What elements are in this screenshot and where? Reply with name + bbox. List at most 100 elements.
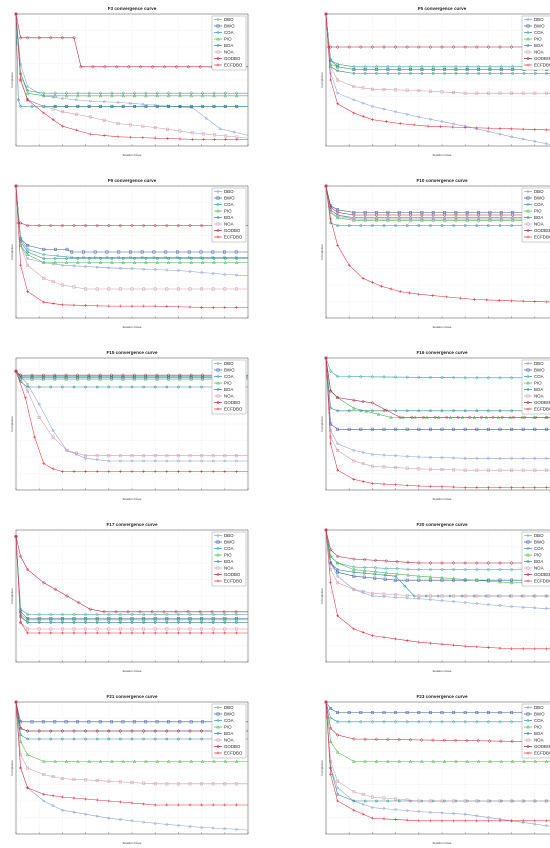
series-point (533, 594, 537, 598)
series-point (61, 621, 64, 624)
series-point (188, 287, 192, 291)
series-point (64, 93, 69, 98)
series-point (412, 123, 416, 127)
series-point (352, 449, 356, 452)
series-point (442, 213, 447, 217)
series-point (37, 415, 41, 419)
series-point (166, 373, 171, 378)
series-point (405, 809, 409, 812)
legend-label: COA (224, 202, 234, 207)
series-point (440, 567, 444, 572)
series-point (107, 266, 111, 270)
legend-marker (526, 190, 530, 193)
series-point (382, 224, 386, 227)
series-point (463, 812, 467, 816)
series-point (371, 224, 374, 227)
series-point (53, 720, 57, 724)
series-point (153, 470, 157, 473)
series-point (488, 213, 492, 217)
series-point (52, 377, 57, 381)
series-point (18, 726, 23, 731)
series-point (98, 759, 103, 763)
series-point (223, 260, 228, 264)
series-point (405, 818, 409, 822)
series-point (359, 711, 363, 715)
series-point (211, 454, 215, 458)
series-point (335, 554, 340, 559)
series-point (440, 599, 444, 602)
series-point (488, 67, 492, 71)
series-point (522, 759, 526, 763)
series-point (511, 415, 516, 420)
series-point (452, 594, 456, 598)
series-point (329, 406, 332, 410)
series-point (371, 118, 374, 121)
series-point (382, 375, 386, 379)
series-point (463, 468, 467, 472)
legend-marker (216, 374, 220, 379)
series-point (428, 45, 433, 49)
series-point (87, 257, 91, 260)
series-point (93, 250, 97, 254)
series-point (41, 252, 46, 257)
series-point (431, 738, 435, 742)
series-point (440, 375, 444, 380)
series-point (352, 759, 356, 763)
series-point (474, 375, 479, 380)
series-point (26, 766, 30, 770)
series-point (75, 377, 80, 381)
series-point (429, 455, 432, 459)
chart-title: F21 convergence curve (106, 694, 158, 699)
series-point (389, 287, 393, 291)
series-point (188, 737, 192, 741)
series-point (363, 799, 367, 803)
series-point (394, 466, 398, 470)
series-point (486, 427, 490, 431)
series-point (84, 385, 87, 389)
series-point (130, 801, 134, 805)
series-point (25, 752, 30, 757)
series-point (84, 454, 88, 458)
series-point (409, 415, 414, 420)
legend-marker (526, 552, 530, 557)
series-point (352, 808, 356, 812)
series-point (42, 300, 46, 304)
series-point (130, 627, 134, 631)
series-point (142, 820, 145, 824)
series-point (114, 609, 119, 614)
series-point (335, 374, 340, 379)
series-point (51, 435, 55, 439)
series-point (328, 205, 333, 209)
series-point (61, 124, 64, 128)
series-point (107, 631, 111, 635)
series-point (405, 593, 409, 597)
series-point (335, 750, 340, 754)
series-line-godbo (15, 13, 248, 68)
series-point (499, 213, 504, 217)
series-point (177, 373, 182, 378)
series-point (186, 609, 190, 614)
series-point (465, 72, 469, 75)
series-point (200, 260, 205, 264)
series-point (162, 609, 166, 614)
series-point (374, 67, 379, 71)
series-point (41, 720, 45, 724)
series-point (545, 128, 548, 132)
series-point (178, 257, 182, 260)
series-point (544, 91, 548, 95)
series-point (190, 138, 194, 141)
series-point (95, 621, 99, 624)
series-point (431, 67, 436, 71)
series-point (336, 214, 340, 218)
series-point (359, 224, 363, 227)
series-point (102, 100, 106, 104)
legend-marker (526, 362, 530, 365)
series-point (473, 298, 476, 301)
series-point (107, 737, 111, 741)
series-point (234, 609, 238, 614)
legend-label: PIO (224, 209, 232, 214)
y-axis-label: Completion (320, 244, 324, 260)
series-point (533, 300, 537, 303)
series-point (189, 105, 193, 108)
series-point (130, 737, 134, 741)
